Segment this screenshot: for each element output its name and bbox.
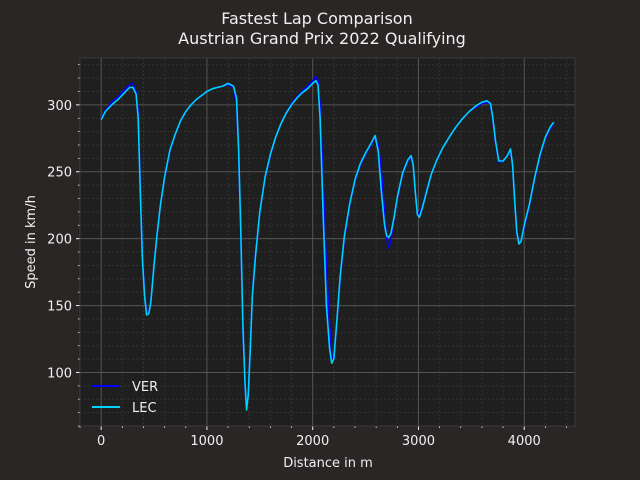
x-tick-label: 3000	[402, 434, 435, 449]
y-tick-label: 150	[47, 300, 72, 315]
plot-area	[80, 58, 575, 426]
y-tick-label: 200	[47, 233, 72, 248]
series-line-lec	[100, 79, 555, 411]
x-axis-label: Distance in m	[283, 456, 373, 471]
chart-subtitle: Austrian Grand Prix 2022 Qualifying	[178, 29, 466, 48]
x-tick-label: 4000	[508, 434, 541, 449]
legend-label-lec: LEC	[132, 401, 157, 416]
y-tick-label: 300	[47, 99, 72, 114]
y-axis-label: Speed in km/h	[24, 195, 39, 289]
x-tick-label: 0	[97, 434, 105, 449]
axes: 0 1000 2000 3000 4000 100 150 200 250 300	[47, 57, 576, 449]
plot-frame	[79, 57, 576, 427]
legend: VER LEC	[92, 380, 158, 416]
chart-title: Fastest Lap Comparison	[221, 9, 412, 28]
major-grid	[80, 58, 575, 426]
legend-label-ver: VER	[132, 380, 158, 395]
series-layer	[100, 75, 555, 411]
x-tick-label: 1000	[190, 434, 223, 449]
y-tick-label: 100	[47, 366, 72, 381]
x-tick-label: 2000	[296, 434, 329, 449]
minor-grid	[79, 58, 575, 427]
y-tick-label: 250	[47, 166, 72, 181]
